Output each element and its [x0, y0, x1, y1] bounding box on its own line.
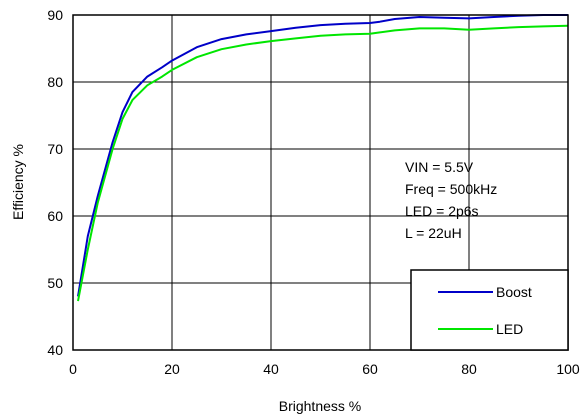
y-tick-label: 80: [47, 74, 63, 90]
x-tick-label: 20: [164, 361, 180, 377]
x-tick-label: 40: [263, 361, 279, 377]
legend-label-led: LED: [496, 321, 523, 337]
y-tick-label: 70: [47, 141, 63, 157]
x-tick-label: 100: [556, 361, 580, 377]
annotation-freq: Freq = 500kHz: [405, 181, 497, 197]
legend-box: [410, 269, 569, 351]
y-tick-label: 40: [47, 342, 63, 358]
x-tick-label: 80: [461, 361, 477, 377]
legend: Boost LED: [410, 269, 569, 351]
x-axis-label: Brightness %: [279, 398, 361, 414]
axis-ticks: 0 20 40 60 80 100 40 50 60 70 80 90: [47, 7, 579, 377]
y-axis-label: Efficiency %: [10, 144, 26, 220]
series-line-led: [77, 24, 569, 302]
legend-label-boost: Boost: [496, 284, 532, 300]
y-tick-label: 50: [47, 275, 63, 291]
x-tick-label: 0: [69, 361, 77, 377]
plot-frame: [72, 14, 569, 351]
y-tick-label: 60: [47, 208, 63, 224]
x-tick-label: 60: [362, 361, 378, 377]
annotation-inductor: L = 22uH: [405, 225, 462, 241]
series-lines: [77, 14, 569, 302]
annotation-vin: VIN = 5.5V: [405, 159, 474, 175]
series-line-boost: [77, 14, 568, 297]
annotation-block: VIN = 5.5V Freq = 500kHz LED = 2p6s L = …: [405, 159, 497, 241]
annotation-led: LED = 2p6s: [405, 203, 479, 219]
y-tick-label: 90: [47, 7, 63, 23]
